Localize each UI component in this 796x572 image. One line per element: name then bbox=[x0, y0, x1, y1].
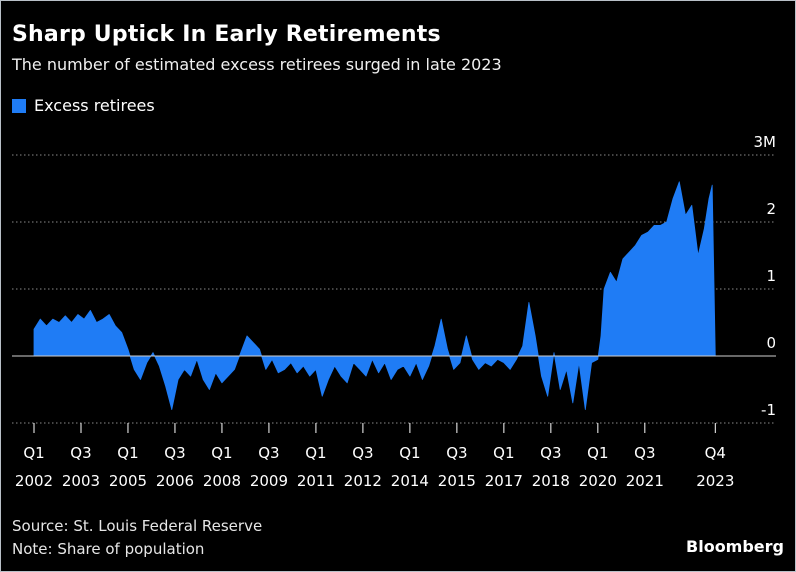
x-tick-year: 2002 bbox=[15, 472, 53, 490]
series-area bbox=[33, 181, 716, 410]
x-tick-quarter: Q3 bbox=[634, 444, 655, 462]
footnote: Note: Share of population bbox=[12, 540, 205, 558]
x-tick-year: 2021 bbox=[626, 472, 664, 490]
legend: Excess retirees bbox=[12, 96, 155, 115]
x-tick-quarter: Q1 bbox=[493, 444, 514, 462]
x-tick-year: 2005 bbox=[109, 472, 147, 490]
x-tick-year: 2011 bbox=[297, 472, 335, 490]
x-tick-quarter: Q1 bbox=[399, 444, 420, 462]
x-tick-year: 2018 bbox=[532, 472, 570, 490]
series-excess-retirees bbox=[33, 181, 716, 410]
legend-label: Excess retirees bbox=[34, 96, 155, 115]
x-axis: Q1 2002 Q3 2003 Q1 2005 Q3 2006 Q1 2008 Q3 2009 Q1 20… bbox=[15, 423, 734, 490]
x-tick-year: 2003 bbox=[62, 472, 100, 490]
x-tick-quarter: Q3 bbox=[540, 444, 561, 462]
x-tick-quarter: Q1 bbox=[211, 444, 232, 462]
y-tick-label: 2 bbox=[766, 200, 776, 218]
y-axis: 3M 2 1 0 -1 bbox=[754, 133, 777, 419]
x-tick-quarter: Q3 bbox=[164, 444, 185, 462]
source-note: Source: St. Louis Federal Reserve bbox=[12, 517, 263, 535]
x-tick-year: 2006 bbox=[156, 472, 194, 490]
x-tick-quarter: Q3 bbox=[446, 444, 467, 462]
x-tick-year: 2008 bbox=[203, 472, 241, 490]
x-tick-year: 2023 bbox=[696, 472, 734, 490]
x-tick-year: 2014 bbox=[391, 472, 429, 490]
x-tick-quarter: Q1 bbox=[23, 444, 44, 462]
y-tick-label: 0 bbox=[766, 334, 776, 352]
x-tick-year: 2009 bbox=[250, 472, 288, 490]
x-tick-quarter: Q1 bbox=[587, 444, 608, 462]
legend-swatch bbox=[12, 98, 26, 113]
y-tick-label: 3M bbox=[754, 133, 777, 151]
y-tick-label: 1 bbox=[766, 267, 776, 285]
x-tick-quarter: Q4 bbox=[705, 444, 726, 462]
y-tick-label: -1 bbox=[761, 401, 776, 419]
area-chart: 3M 2 1 0 -1 Q1 2002 Q3 2003 Q1 2005 Q3 2006 Q1 2008 Q3… bbox=[12, 133, 777, 490]
x-tick-quarter: Q1 bbox=[117, 444, 138, 462]
x-tick-year: 2020 bbox=[579, 472, 617, 490]
x-tick-quarter: Q3 bbox=[352, 444, 373, 462]
x-tick-year: 2017 bbox=[485, 472, 523, 490]
bloomberg-logo: Bloomberg bbox=[686, 537, 784, 556]
x-tick-year: 2012 bbox=[344, 472, 382, 490]
x-tick-quarter: Q3 bbox=[258, 444, 279, 462]
x-tick-quarter: Q3 bbox=[70, 444, 91, 462]
x-tick-quarter: Q1 bbox=[305, 444, 326, 462]
chart-subtitle: The number of estimated excess retirees … bbox=[12, 55, 502, 74]
chart-title: Sharp Uptick In Early Retirements bbox=[12, 22, 441, 47]
x-tick-year: 2015 bbox=[438, 472, 476, 490]
